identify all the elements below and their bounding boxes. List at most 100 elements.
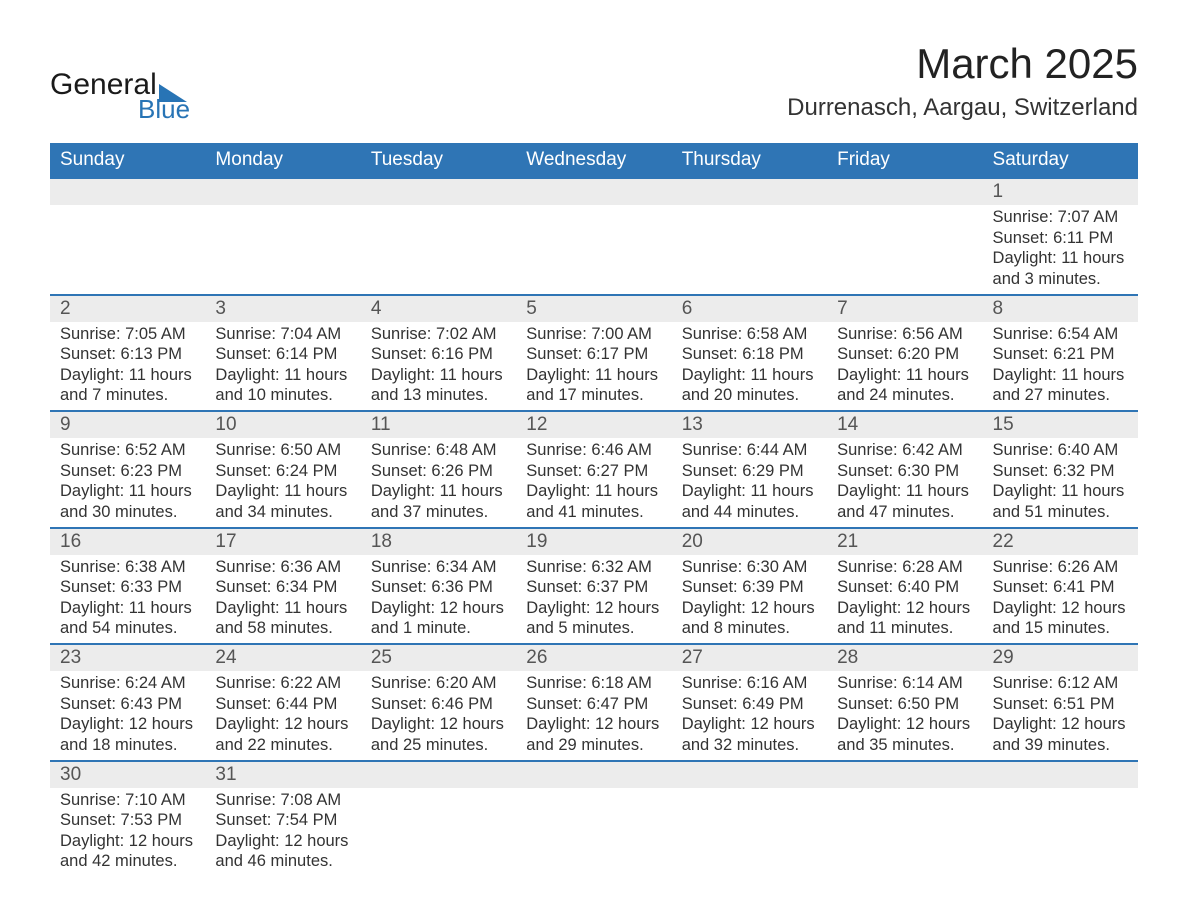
sunset-text: Sunset: 6:18 PM [682,344,817,365]
day-number-cell [50,178,205,205]
day-number-cell: 23 [50,644,205,671]
sunset-text: Sunset: 6:17 PM [526,344,661,365]
sunrise-text: Sunrise: 7:08 AM [215,790,350,811]
sunrise-text: Sunrise: 6:24 AM [60,673,195,694]
sunrise-text: Sunrise: 7:05 AM [60,324,195,345]
sunset-text: Sunset: 6:13 PM [60,344,195,365]
dow-saturday: Saturday [983,143,1138,178]
sunrise-text: Sunrise: 7:04 AM [215,324,350,345]
day-number-cell: 18 [361,528,516,555]
day-number-cell [205,178,360,205]
day-number-cell: 26 [516,644,671,671]
daylight-text: Daylight: 12 hours and 39 minutes. [993,714,1128,755]
daylight-text: Daylight: 12 hours and 11 minutes. [837,598,972,639]
daylight-text: Daylight: 11 hours and 13 minutes. [371,365,506,406]
daylight-text: Daylight: 11 hours and 44 minutes. [682,481,817,522]
daylight-text: Daylight: 12 hours and 29 minutes. [526,714,661,755]
sunrise-text: Sunrise: 7:00 AM [526,324,661,345]
day-detail-cell: Sunrise: 6:40 AMSunset: 6:32 PMDaylight:… [983,438,1138,528]
day-detail-cell: Sunrise: 7:07 AMSunset: 6:11 PMDaylight:… [983,205,1138,295]
calendar-table: Sunday Monday Tuesday Wednesday Thursday… [50,143,1138,876]
title-block: March 2025 Durrenasch, Aargau, Switzerla… [787,40,1138,122]
daylight-text: Daylight: 11 hours and 58 minutes. [215,598,350,639]
sunrise-text: Sunrise: 6:36 AM [215,557,350,578]
day-detail-cell: Sunrise: 6:22 AMSunset: 6:44 PMDaylight:… [205,671,360,761]
sunset-text: Sunset: 6:11 PM [993,228,1128,249]
sunset-text: Sunset: 6:40 PM [837,577,972,598]
day-number-cell: 9 [50,411,205,438]
day-number-cell [827,761,982,788]
day-number-cell: 1 [983,178,1138,205]
daylight-text: Daylight: 11 hours and 24 minutes. [837,365,972,406]
sunset-text: Sunset: 6:21 PM [993,344,1128,365]
week-daynum-row: 9101112131415 [50,411,1138,438]
daylight-text: Daylight: 12 hours and 35 minutes. [837,714,972,755]
sunrise-text: Sunrise: 6:52 AM [60,440,195,461]
day-detail-cell: Sunrise: 6:42 AMSunset: 6:30 PMDaylight:… [827,438,982,528]
daylight-text: Daylight: 11 hours and 51 minutes. [993,481,1128,522]
day-detail-cell [983,788,1138,877]
sunset-text: Sunset: 6:26 PM [371,461,506,482]
day-number-cell: 24 [205,644,360,671]
day-number-cell: 3 [205,295,360,322]
day-number-cell: 29 [983,644,1138,671]
day-detail-cell: Sunrise: 6:54 AMSunset: 6:21 PMDaylight:… [983,322,1138,412]
sunset-text: Sunset: 6:20 PM [837,344,972,365]
daylight-text: Daylight: 11 hours and 3 minutes. [993,248,1128,289]
day-number-cell: 13 [672,411,827,438]
sunset-text: Sunset: 6:24 PM [215,461,350,482]
sunrise-text: Sunrise: 6:22 AM [215,673,350,694]
day-detail-cell: Sunrise: 7:08 AMSunset: 7:54 PMDaylight:… [205,788,360,877]
header: General Blue March 2025 Durrenasch, Aarg… [50,40,1138,125]
sunset-text: Sunset: 6:49 PM [682,694,817,715]
sunrise-text: Sunrise: 6:32 AM [526,557,661,578]
day-detail-cell: Sunrise: 6:56 AMSunset: 6:20 PMDaylight:… [827,322,982,412]
day-detail-cell [672,205,827,295]
week-daynum-row: 1 [50,178,1138,205]
day-number-cell: 19 [516,528,671,555]
day-number-cell [672,178,827,205]
sunset-text: Sunset: 6:29 PM [682,461,817,482]
sunrise-text: Sunrise: 7:07 AM [993,207,1128,228]
sunset-text: Sunset: 6:14 PM [215,344,350,365]
sunrise-text: Sunrise: 6:44 AM [682,440,817,461]
day-detail-cell [361,788,516,877]
day-detail-cell [205,205,360,295]
day-number-cell: 10 [205,411,360,438]
sunrise-text: Sunrise: 6:40 AM [993,440,1128,461]
sunset-text: Sunset: 7:53 PM [60,810,195,831]
day-number-cell: 16 [50,528,205,555]
sunrise-text: Sunrise: 6:20 AM [371,673,506,694]
sunrise-text: Sunrise: 6:14 AM [837,673,972,694]
daylight-text: Daylight: 12 hours and 5 minutes. [526,598,661,639]
sunrise-text: Sunrise: 6:56 AM [837,324,972,345]
logo: General Blue [50,70,190,125]
dow-tuesday: Tuesday [361,143,516,178]
week-detail-row: Sunrise: 6:38 AMSunset: 6:33 PMDaylight:… [50,555,1138,645]
day-detail-cell [672,788,827,877]
day-detail-cell [516,205,671,295]
day-detail-cell: Sunrise: 6:46 AMSunset: 6:27 PMDaylight:… [516,438,671,528]
dow-monday: Monday [205,143,360,178]
week-detail-row: Sunrise: 7:10 AMSunset: 7:53 PMDaylight:… [50,788,1138,877]
week-detail-row: Sunrise: 7:07 AMSunset: 6:11 PMDaylight:… [50,205,1138,295]
daylight-text: Daylight: 11 hours and 27 minutes. [993,365,1128,406]
day-number-cell: 27 [672,644,827,671]
day-number-cell: 20 [672,528,827,555]
daylight-text: Daylight: 11 hours and 37 minutes. [371,481,506,522]
day-detail-cell: Sunrise: 7:04 AMSunset: 6:14 PMDaylight:… [205,322,360,412]
day-number-cell [672,761,827,788]
day-detail-cell [827,205,982,295]
sunrise-text: Sunrise: 6:12 AM [993,673,1128,694]
sunrise-text: Sunrise: 6:34 AM [371,557,506,578]
sunset-text: Sunset: 6:51 PM [993,694,1128,715]
daylight-text: Daylight: 12 hours and 18 minutes. [60,714,195,755]
day-detail-cell: Sunrise: 7:05 AMSunset: 6:13 PMDaylight:… [50,322,205,412]
week-detail-row: Sunrise: 6:24 AMSunset: 6:43 PMDaylight:… [50,671,1138,761]
day-detail-cell: Sunrise: 6:14 AMSunset: 6:50 PMDaylight:… [827,671,982,761]
sunset-text: Sunset: 6:47 PM [526,694,661,715]
sunrise-text: Sunrise: 6:18 AM [526,673,661,694]
day-number-cell: 11 [361,411,516,438]
day-detail-cell: Sunrise: 6:34 AMSunset: 6:36 PMDaylight:… [361,555,516,645]
sunset-text: Sunset: 6:27 PM [526,461,661,482]
